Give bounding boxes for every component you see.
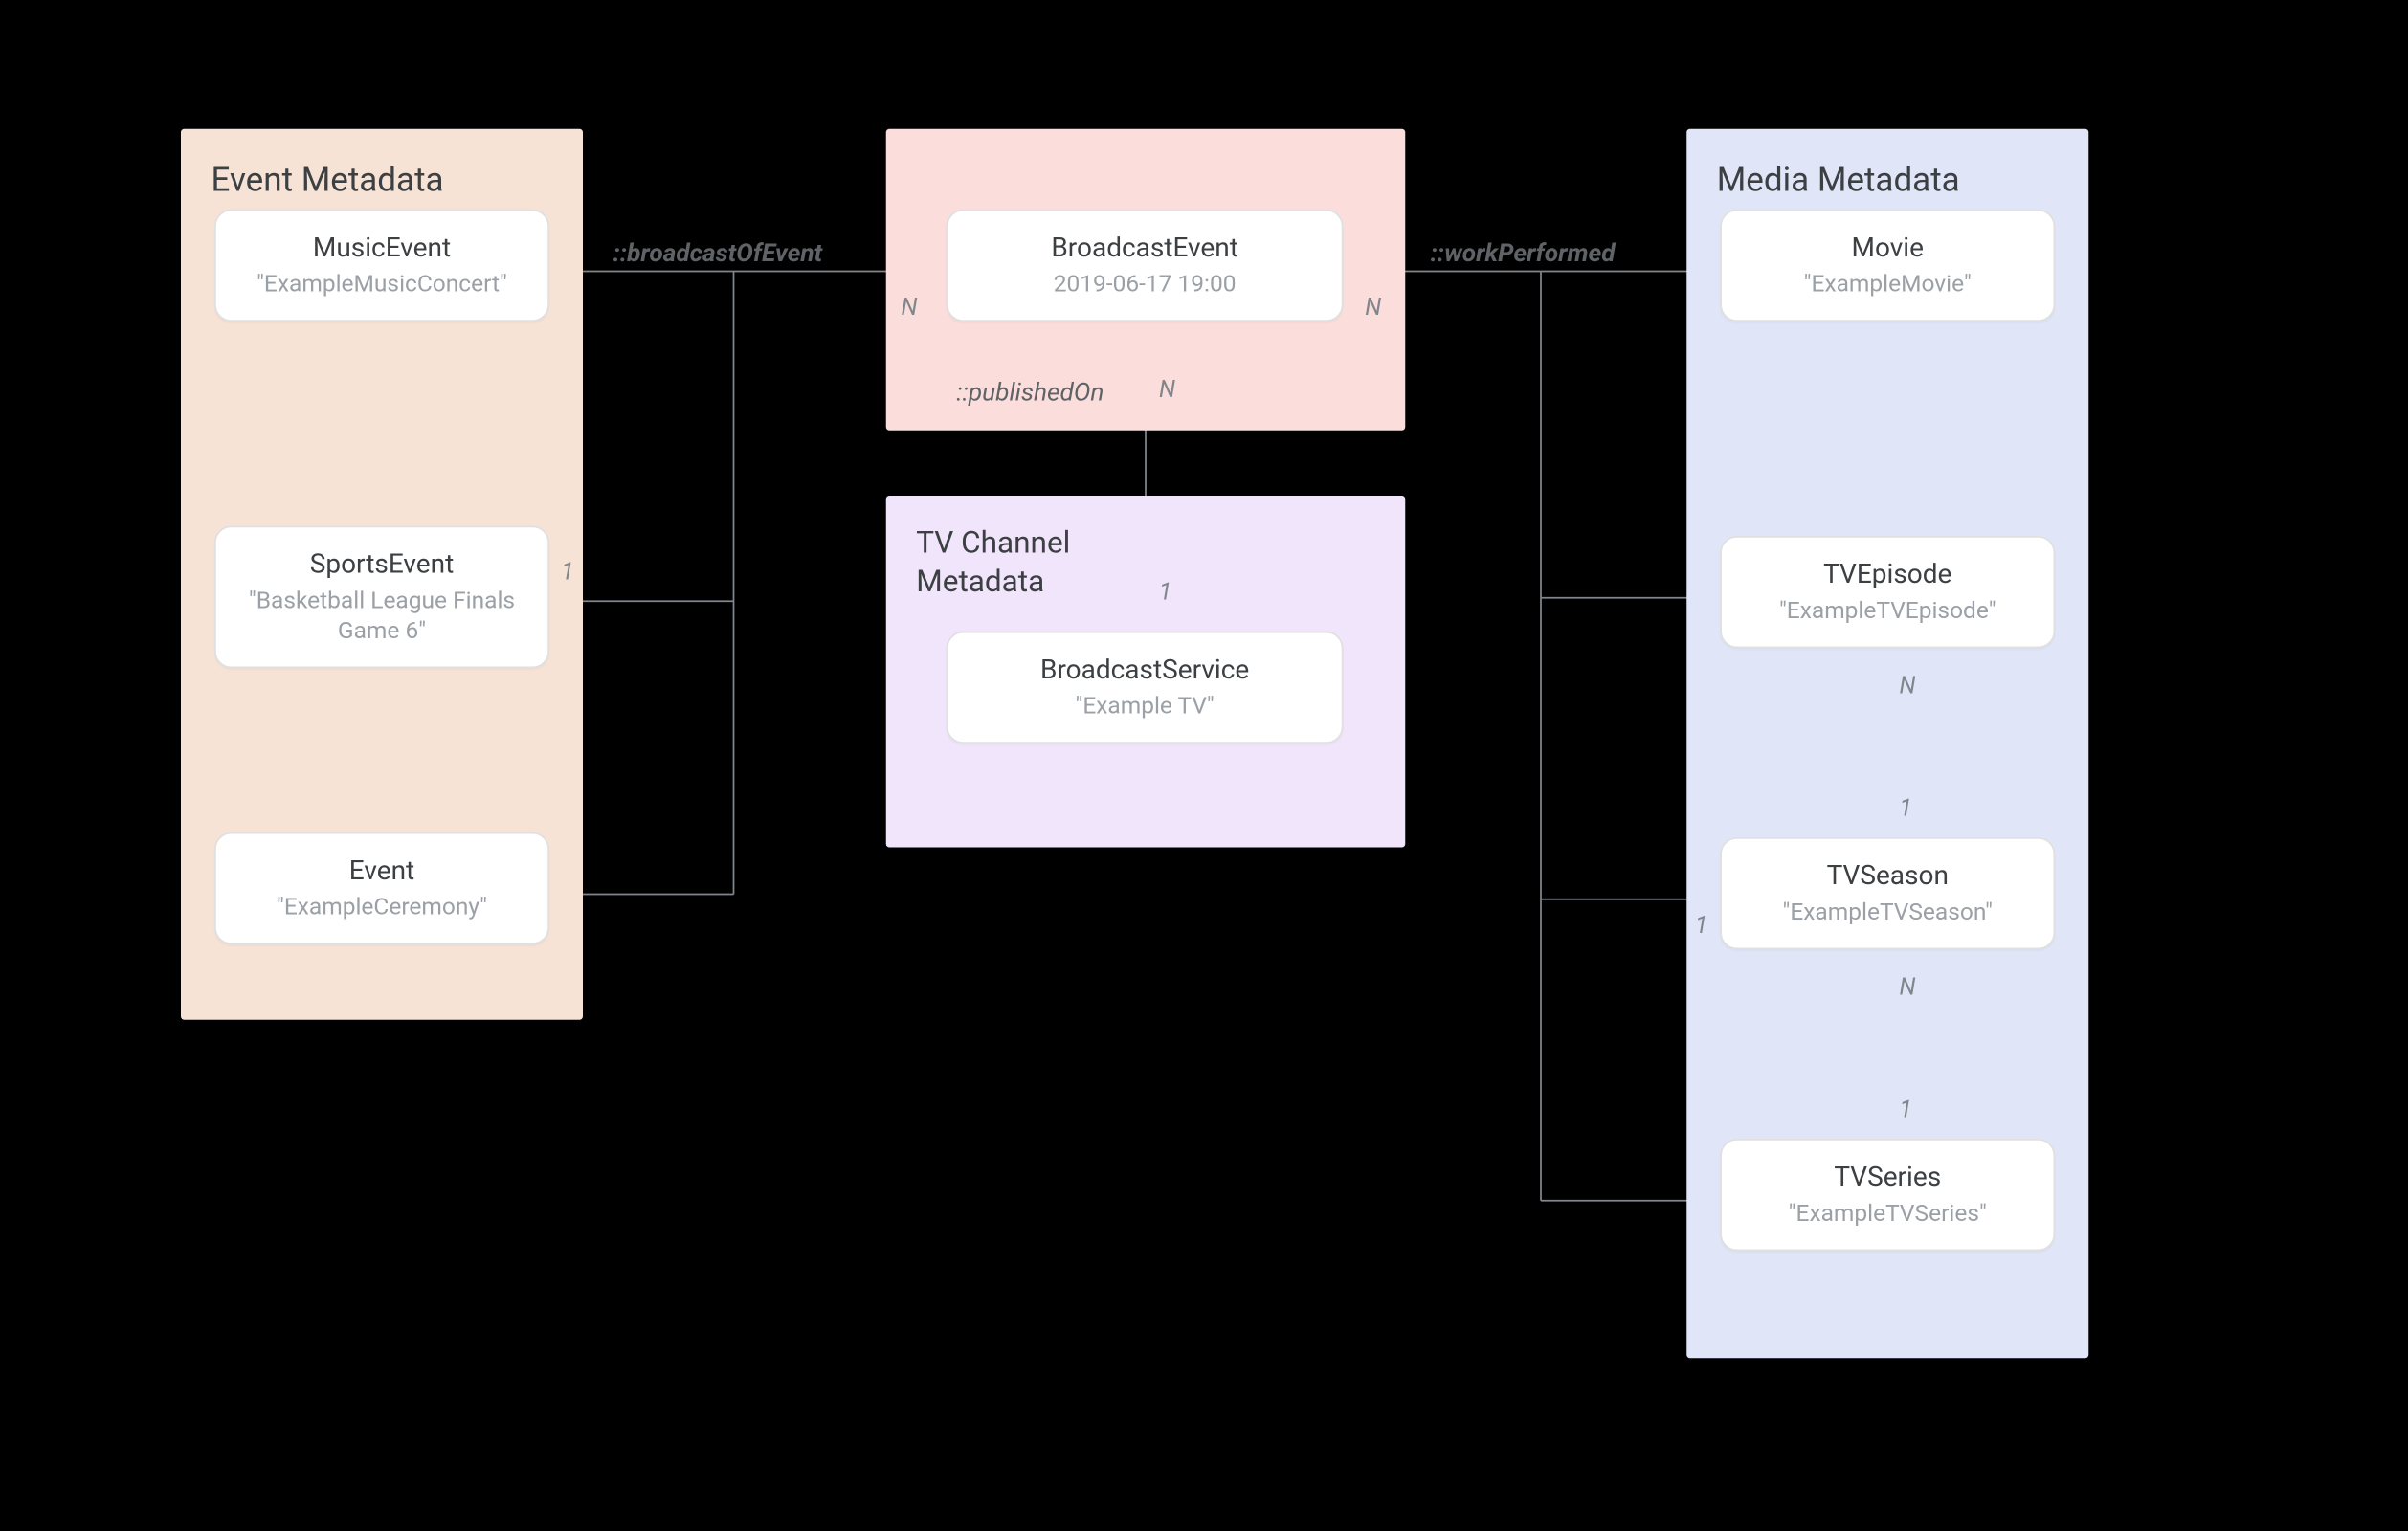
entity-relationship-diagram: Event Metadata TV Channel Metadata Media…	[0, 0, 2407, 1531]
cardinality-tvseries-1: 1	[1900, 1097, 1912, 1123]
node-tv-episode: TVEpisode "ExampleTVEpisode"	[1720, 536, 2055, 649]
node-title: BroadcastService	[965, 654, 1325, 685]
cardinality-published-n: N	[1159, 377, 1175, 404]
edge-label-published-on: ::publishedOn	[956, 377, 1104, 408]
cardinality-sports-1: 1	[561, 560, 573, 587]
node-title: TVEpisode	[1739, 558, 2038, 589]
node-title: SportsEvent	[233, 547, 531, 579]
cardinality-tvseason-left-1: 1	[1695, 913, 1707, 940]
node-broadcast-service: BroadcastService "Example TV"	[947, 632, 1344, 744]
node-subtitle: "ExampleMovie"	[1739, 270, 2038, 300]
panel-title-event: Event Metadata	[212, 159, 553, 199]
cardinality-broadcast-left-n: N	[902, 295, 918, 322]
node-subtitle: "Example TV"	[965, 692, 1325, 722]
node-title: Movie	[1739, 232, 2038, 263]
edge-label-work-performed: ::workPerformed	[1431, 238, 1616, 269]
node-title: TVSeries	[1739, 1161, 2038, 1192]
node-title: Event	[233, 854, 531, 886]
node-subtitle: "Basketball League Finals Game 6"	[233, 587, 531, 648]
node-subtitle: "ExampleMusicConcert"	[233, 270, 531, 300]
panel-title-media: Media Metadata	[1717, 159, 2059, 199]
node-title: BroadcastEvent	[965, 232, 1325, 263]
node-sports-event: SportsEvent "Basketball League Finals Ga…	[214, 526, 549, 669]
node-event: Event "ExampleCeremony"	[214, 832, 549, 945]
edge-label-broadcast-of-event: ::broadcastOfEvent	[613, 238, 823, 269]
node-subtitle: "ExampleTVSeries"	[1739, 1199, 2038, 1230]
node-movie: Movie "ExampleMovie"	[1720, 210, 2055, 322]
node-subtitle: "ExampleTVSeason"	[1739, 898, 2038, 928]
node-title: MusicEvent	[233, 232, 531, 263]
node-music-event: MusicEvent "ExampleMusicConcert"	[214, 210, 549, 322]
node-subtitle: "ExampleTVEpisode"	[1739, 596, 2038, 627]
cardinality-broadcast-right-n: N	[1365, 295, 1381, 322]
panel-title-tvchannel: TV Channel Metadata	[916, 526, 1150, 602]
node-subtitle: "ExampleCeremony"	[233, 893, 531, 923]
cardinality-tvseason-n: N	[1900, 975, 1916, 1002]
node-broadcast-event: BroadcastEvent 2019-06-17 19:00	[947, 210, 1344, 322]
cardinality-tvepisode-n: N	[1900, 674, 1916, 700]
node-tv-series: TVSeries "ExampleTVSeries"	[1720, 1139, 2055, 1252]
node-title: TVSeason	[1739, 859, 2038, 891]
cardinality-published-1: 1	[1159, 580, 1171, 607]
cardinality-tvseason-top-1: 1	[1900, 795, 1912, 822]
node-tv-season: TVSeason "ExampleTVSeason"	[1720, 837, 2055, 950]
node-subtitle: 2019-06-17 19:00	[965, 270, 1325, 300]
